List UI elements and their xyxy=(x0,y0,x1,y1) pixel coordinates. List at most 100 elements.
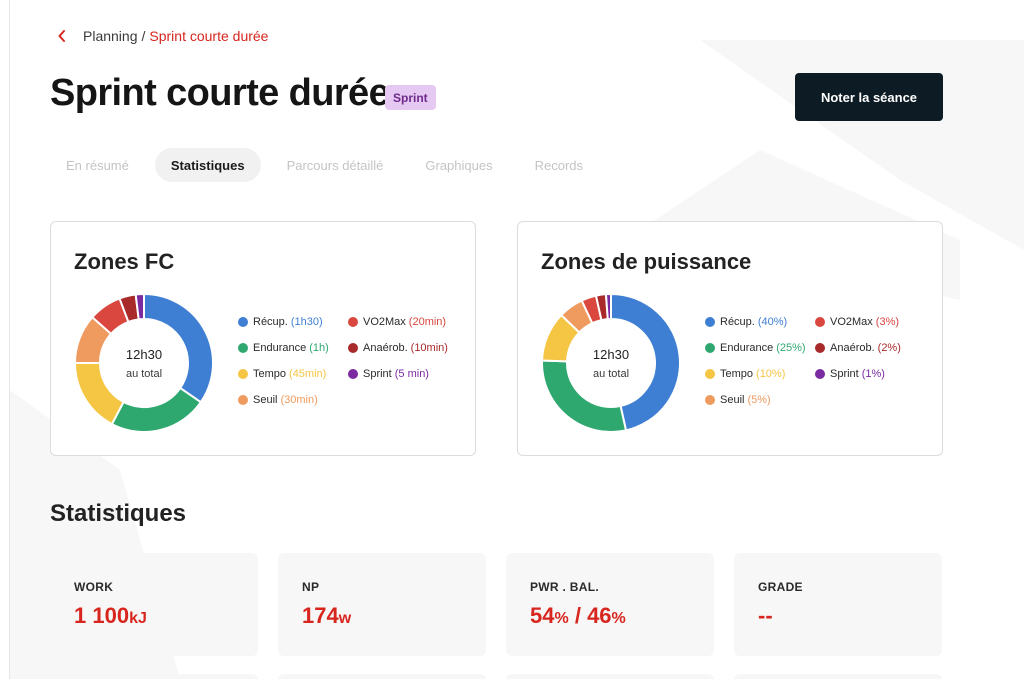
stat-value: 174w xyxy=(302,603,351,629)
hr-zones-title: Zones FC xyxy=(74,249,175,274)
legend-value: (30min) xyxy=(280,394,318,406)
power-zones-legend-item: VO2Max (3%) xyxy=(815,316,899,328)
hr-zones-segment-tempo xyxy=(73,362,125,426)
stat-label: NP xyxy=(302,580,320,594)
hr-zones-legend-item: VO2Max (20min) xyxy=(348,316,446,328)
power-zones-segment-sprint xyxy=(604,292,612,321)
legend-label: VO2Max xyxy=(363,316,406,328)
stat-number: 174 xyxy=(302,603,339,628)
legend-dot-icon xyxy=(238,369,248,379)
legend-value: (1h30) xyxy=(290,316,323,328)
legend-dot-icon xyxy=(238,343,248,353)
stat-unit: % xyxy=(554,610,569,627)
power-zones-card: Zones de puissance 12h30 au total Récup.… xyxy=(517,221,943,456)
legend-label: Tempo xyxy=(253,368,287,380)
legend-label: Anaérob. xyxy=(363,342,408,354)
page-title: Sprint courte durée xyxy=(50,72,390,114)
stat-card-partial xyxy=(506,674,714,679)
tab-bar: En résumé Statistiques Parcours détaillé… xyxy=(50,148,609,182)
legend-value: (1h) xyxy=(309,342,329,354)
tab-statistics[interactable]: Statistiques xyxy=(154,148,261,182)
stat-card-power-balance: PWR . BAL. 54% / 46% xyxy=(506,553,714,656)
legend-value: (5 min) xyxy=(394,368,429,380)
stat-label: GRADE xyxy=(758,580,803,594)
legend-label: VO2Max xyxy=(830,316,873,328)
legend-dot-icon xyxy=(705,395,715,405)
hr-zones-donut-chart xyxy=(73,292,214,433)
power-zones-legend-item: Anaérob. (2%) xyxy=(815,342,901,354)
legend-dot-icon xyxy=(815,317,825,327)
stat-card-partial xyxy=(50,674,258,679)
legend-label: Anaérob. xyxy=(830,342,875,354)
tab-summary[interactable]: En résumé xyxy=(66,157,129,173)
legend-value: (3%) xyxy=(875,316,900,328)
power-zones-legend-item: Sprint (1%) xyxy=(815,368,885,380)
stat-number: 46 xyxy=(587,603,612,628)
stat-label: WORK xyxy=(74,580,114,594)
legend-value: (2%) xyxy=(877,342,901,354)
legend-dot-icon xyxy=(238,317,248,327)
hr-zones-legend-item: Endurance (1h) xyxy=(238,342,329,354)
legend-value: (1%) xyxy=(861,368,885,380)
rate-session-button[interactable]: Noter la séance xyxy=(795,73,943,121)
legend-dot-icon xyxy=(815,369,825,379)
legend-label: Endurance xyxy=(720,342,774,354)
breadcrumb-current: Sprint courte durée xyxy=(149,28,269,44)
hr-zones-legend-item: Anaérob. (10min) xyxy=(348,342,448,354)
power-zones-donut-chart xyxy=(541,292,681,433)
stat-label: PWR . BAL. xyxy=(530,580,599,594)
legend-value: (45min) xyxy=(289,368,327,380)
legend-label: Sprint xyxy=(363,368,392,380)
tab-detailed-route[interactable]: Parcours détaillé xyxy=(286,157,384,173)
breadcrumb-separator: / xyxy=(141,28,146,44)
legend-label: Endurance xyxy=(253,342,307,354)
stat-number: 54 xyxy=(530,603,555,628)
tab-charts[interactable]: Graphiques xyxy=(425,157,493,173)
legend-value: (20min) xyxy=(408,316,447,328)
legend-label: Tempo xyxy=(720,368,754,380)
power-zones-legend-item: Récup. (40%) xyxy=(705,316,787,328)
session-type-badge: Sprint xyxy=(385,85,436,110)
legend-dot-icon xyxy=(348,317,358,327)
power-zones-segment-r-cup xyxy=(610,292,681,432)
hr-zones-legend-item: Seuil (30min) xyxy=(238,394,318,406)
hr-zones-legend-item: Récup. (1h30) xyxy=(238,316,323,328)
stat-value: 54% / 46% xyxy=(530,603,626,629)
legend-dot-icon xyxy=(348,343,358,353)
hr-zones-segment-endurance xyxy=(110,386,203,433)
legend-value: (25%) xyxy=(776,342,806,354)
legend-label: Récup. xyxy=(720,316,755,328)
stat-number: -- xyxy=(758,603,773,628)
legend-label: Seuil xyxy=(720,394,745,406)
power-zones-title: Zones de puissance xyxy=(541,249,752,274)
power-zones-legend-item: Seuil (5%) xyxy=(705,394,771,406)
legend-label: Seuil xyxy=(253,394,278,406)
hr-zones-card: Zones FC 12h30 au total Récup. (1h30) Endu… xyxy=(50,221,476,456)
power-zones-legend-item: Tempo (10%) xyxy=(705,368,785,380)
legend-dot-icon xyxy=(815,343,825,353)
stat-number: 1 100 xyxy=(74,603,130,628)
legend-label: Sprint xyxy=(830,368,859,380)
hr-zones-segment-r-cup xyxy=(143,292,214,404)
stat-card-partial xyxy=(734,674,942,679)
chevron-left-icon[interactable] xyxy=(57,27,75,45)
legend-label: Récup. xyxy=(253,316,288,328)
breadcrumb-link-planning[interactable]: Planning xyxy=(83,28,138,44)
stat-value: -- xyxy=(758,603,773,629)
hr-zones-legend-item: Sprint (5 min) xyxy=(348,368,429,380)
stat-card-grade: GRADE -- xyxy=(734,553,942,656)
legend-value: (10min) xyxy=(410,342,448,354)
hr-zones-segment-sprint xyxy=(134,292,145,321)
legend-dot-icon xyxy=(705,317,715,327)
legend-dot-icon xyxy=(705,369,715,379)
legend-dot-icon xyxy=(348,369,358,379)
tab-records[interactable]: Records xyxy=(534,157,584,173)
legend-value: (10%) xyxy=(756,368,786,380)
power-zones-legend-item: Endurance (25%) xyxy=(705,342,806,354)
stat-card-work: WORK 1 100kJ xyxy=(50,553,258,656)
power-zones-segment-endurance xyxy=(541,359,628,433)
legend-value: (5%) xyxy=(747,394,771,406)
breadcrumb: Planning / Sprint courte durée xyxy=(57,27,268,45)
stat-separator: / xyxy=(568,603,588,628)
stat-unit: % xyxy=(611,610,626,627)
